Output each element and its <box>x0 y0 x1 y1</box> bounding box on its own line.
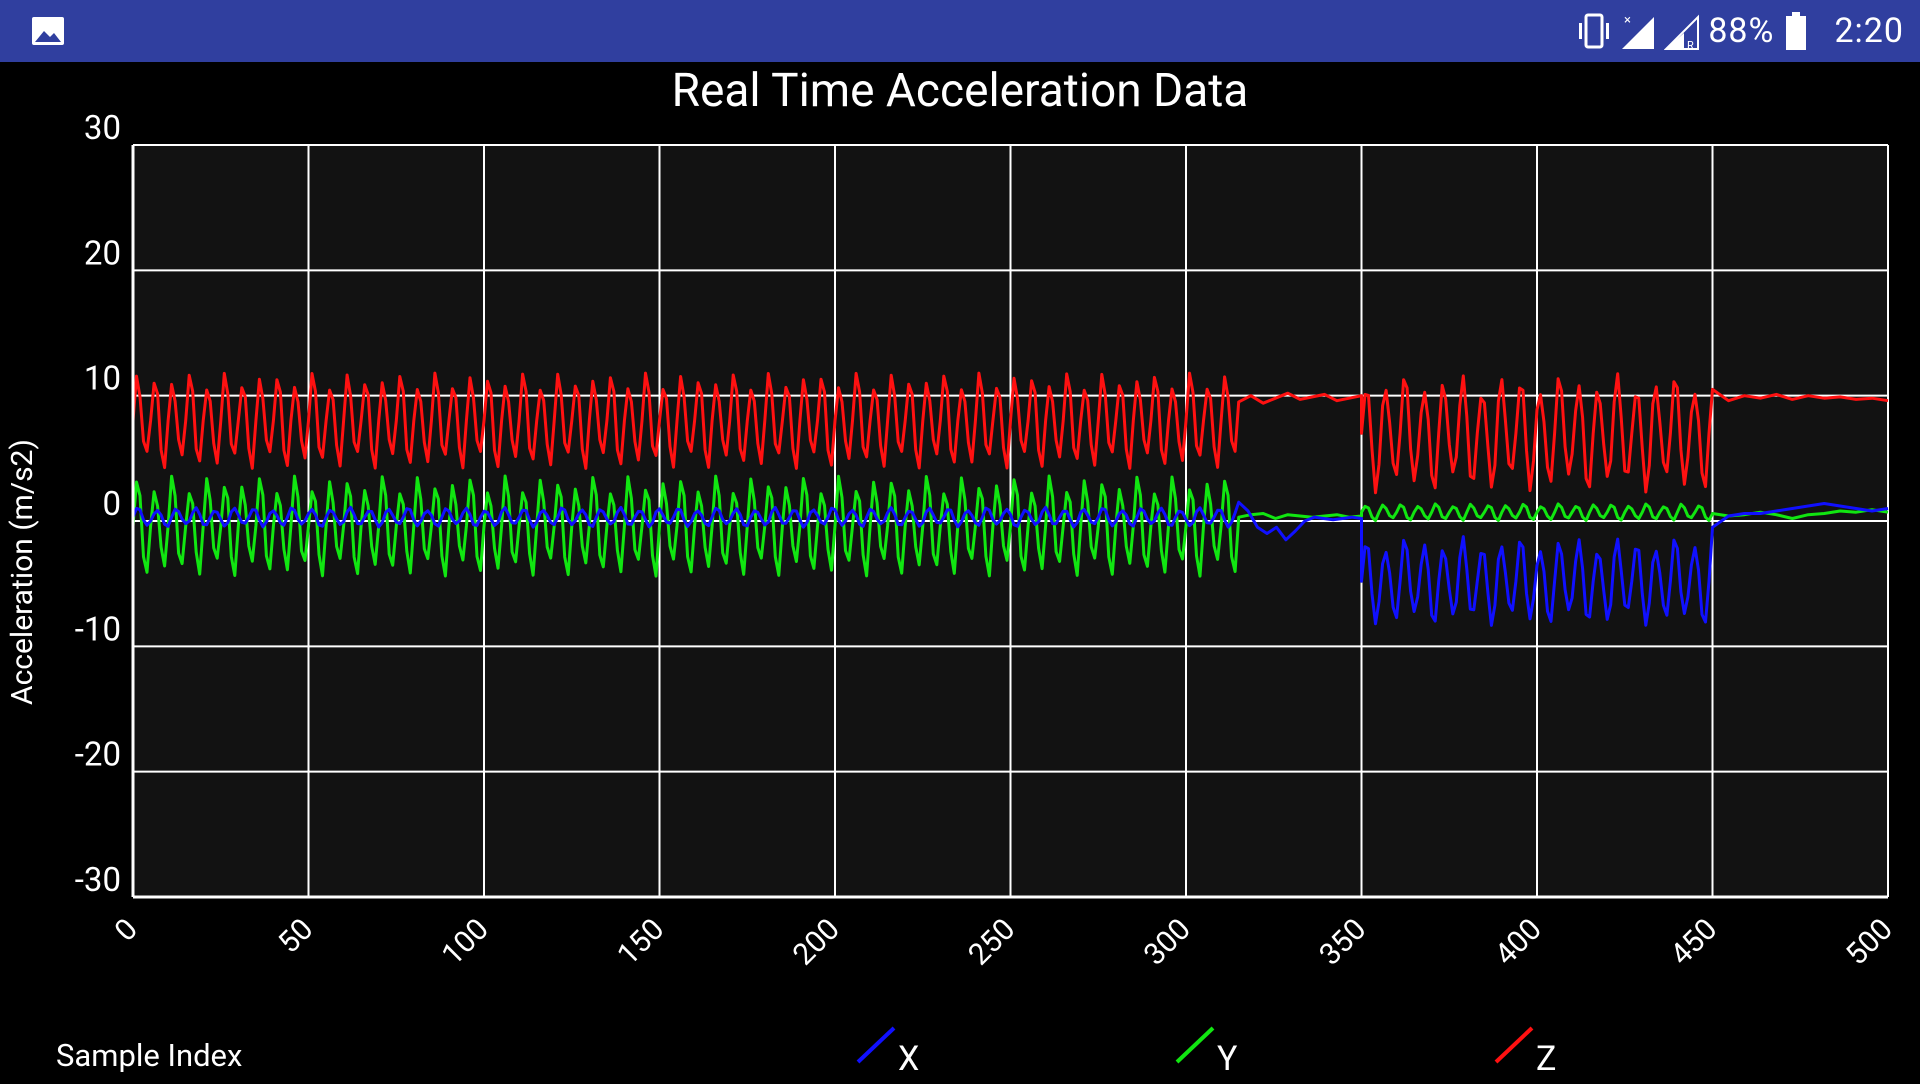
x-tick-label: 450 <box>1664 912 1725 973</box>
vibrate-icon <box>1579 13 1610 49</box>
series-layer <box>131 371 1889 627</box>
clock: 2:20 <box>1834 11 1904 51</box>
chart-title: Real Time Acceleration Data <box>672 64 1249 118</box>
image-icon <box>32 17 64 45</box>
series-line-z <box>131 371 1889 495</box>
x-tick-label: 300 <box>1137 912 1198 973</box>
x-tick-label: 400 <box>1488 912 1549 973</box>
y-tick-label: 0 <box>102 485 121 524</box>
chart: Real Time Acceleration Data 0 50 100 150 200… <box>0 62 1920 1080</box>
signal-roaming-icon: R <box>1664 14 1700 51</box>
legend-label-z: Z <box>1536 1039 1556 1079</box>
legend-swatch-x <box>856 1026 896 1064</box>
signal-x-icon: × <box>1622 13 1655 49</box>
y-tick-label: 20 <box>84 234 121 273</box>
y-tick-label: 30 <box>84 109 121 148</box>
y-tick-label: -20 <box>75 736 121 775</box>
legend-label-y: Y <box>1217 1039 1238 1079</box>
y-axis-label: Acceleration (m/s2) <box>5 439 40 705</box>
battery-percentage: 88% <box>1708 11 1775 51</box>
legend: X Y Z <box>856 1026 1556 1079</box>
series-line-x <box>131 500 1889 627</box>
svg-text:×: × <box>1624 13 1631 28</box>
y-tick-label: -10 <box>75 610 121 649</box>
x-tick-label: 150 <box>611 912 672 973</box>
y-tick-label: 10 <box>84 360 121 399</box>
legend-swatch-y <box>1175 1026 1215 1064</box>
x-tick-label: 100 <box>435 912 496 973</box>
series-line-y <box>131 474 1889 578</box>
svg-text:R: R <box>1687 39 1694 51</box>
status-bar: × R 88% 2:20 <box>0 0 1920 62</box>
x-tick-label: 50 <box>272 912 321 961</box>
battery-icon <box>1786 12 1807 50</box>
chart-canvas: Real Time Acceleration Data 0 50 100 150 200… <box>5 64 1900 1079</box>
x-tick-label: 250 <box>962 912 1023 973</box>
x-tick-label: 500 <box>1839 912 1900 973</box>
legend-label-x: X <box>898 1039 919 1079</box>
y-tick-label: -30 <box>75 861 121 900</box>
x-tick-label: 200 <box>786 912 847 973</box>
legend-swatch-z <box>1494 1026 1534 1064</box>
x-tick-label: 350 <box>1313 912 1374 973</box>
x-tick-label: 0 <box>108 912 145 949</box>
x-axis-label: Sample Index <box>56 1037 242 1074</box>
